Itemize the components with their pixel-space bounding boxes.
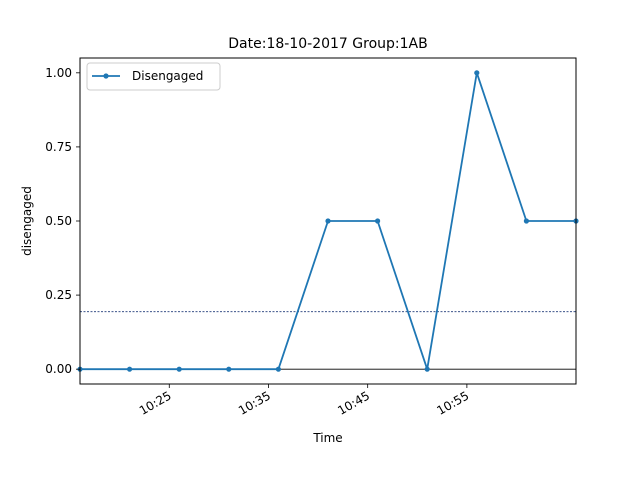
x-axis: 10:25 10:35 10:45 10:55 xyxy=(137,384,471,418)
series-layer xyxy=(77,70,579,372)
y-tick-label: 0.75 xyxy=(45,140,72,154)
legend-label: Disengaged xyxy=(132,69,203,83)
legend: Disengaged xyxy=(86,62,221,91)
data-point xyxy=(375,218,381,224)
data-point xyxy=(424,366,430,372)
y-tick-label: 0.00 xyxy=(45,362,72,376)
data-point xyxy=(226,366,232,372)
y-axis-label: disengaged xyxy=(20,186,34,256)
data-point xyxy=(275,366,281,372)
data-point xyxy=(127,366,133,372)
y-tick-label: 1.00 xyxy=(45,66,72,80)
data-point xyxy=(523,218,530,224)
y-tick-label: 0.50 xyxy=(45,214,72,228)
legend-box xyxy=(86,62,221,91)
data-point xyxy=(325,218,331,224)
legend-marker xyxy=(103,73,109,79)
x-tick-label: 10:45 xyxy=(335,388,372,417)
reference-lines xyxy=(80,311,576,370)
y-tick-label: 0.25 xyxy=(45,288,72,302)
x-tick-label: 10:25 xyxy=(137,388,174,417)
chart-title: Date:18-10-2017 Group:1AB xyxy=(228,36,427,52)
x-tick-label: 10:55 xyxy=(434,388,471,417)
x-tick-label: 10:35 xyxy=(236,388,273,417)
x-axis-label: Time xyxy=(312,431,342,445)
data-point xyxy=(176,366,182,372)
y-axis: 0.00 0.25 0.50 0.75 1.00 xyxy=(45,66,80,376)
data-point xyxy=(474,70,480,76)
